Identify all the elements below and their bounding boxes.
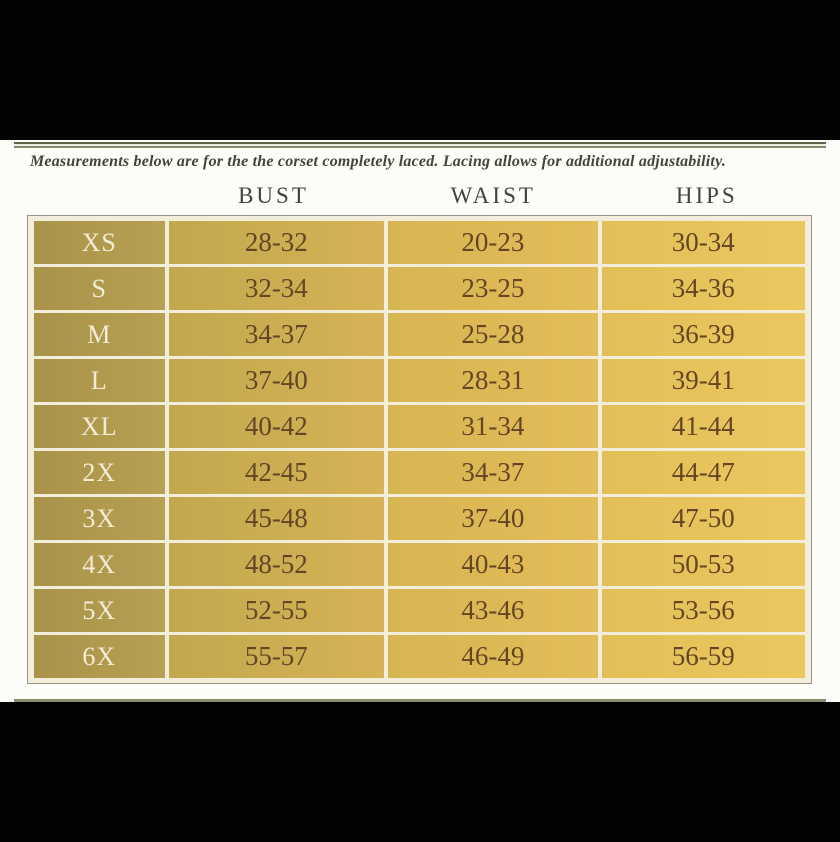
hips-cell: 44-47: [601, 451, 805, 494]
hips-cell: 34-36: [601, 267, 805, 310]
waist-cell: 37-40: [388, 497, 598, 540]
size-cell: 4X: [34, 543, 165, 586]
hips-cell: 56-59: [601, 635, 805, 678]
bottom-letterbox-bar: [0, 702, 840, 842]
waist-cell: 28-31: [388, 359, 598, 402]
waist-cell: 31-34: [388, 405, 598, 448]
table-row: 2X 42-45 34-37 44-47: [34, 451, 805, 494]
waist-cell: 34-37: [388, 451, 598, 494]
hips-cell: 50-53: [601, 543, 805, 586]
bust-cell: 52-55: [168, 589, 385, 632]
waist-cell: 23-25: [388, 267, 598, 310]
column-header-waist: WAIST: [450, 183, 536, 208]
chart-content-area: Measurements below are for the the corse…: [0, 140, 840, 702]
hips-cell: 41-44: [601, 405, 805, 448]
hips-cell: 47-50: [601, 497, 805, 540]
lacing-note: Measurements below are for the the corse…: [30, 153, 726, 170]
size-cell: M: [34, 313, 165, 356]
bust-cell: 55-57: [168, 635, 385, 678]
size-cell: 3X: [34, 497, 165, 540]
hips-cell: 39-41: [601, 359, 805, 402]
bust-cell: 37-40: [168, 359, 385, 402]
column-header-row: BUST WAIST HIPS: [27, 183, 812, 209]
bust-cell: 28-32: [168, 221, 385, 264]
hips-cell: 36-39: [601, 313, 805, 356]
waist-cell: 46-49: [388, 635, 598, 678]
size-cell: S: [34, 267, 165, 310]
size-cell: 5X: [34, 589, 165, 632]
waist-cell: 43-46: [388, 589, 598, 632]
size-chart-table: XS 28-32 20-23 30-34 S 32-34 23-25 34-36…: [30, 218, 809, 681]
bust-cell: 40-42: [168, 405, 385, 448]
hips-cell: 30-34: [601, 221, 805, 264]
table-row: 3X 45-48 37-40 47-50: [34, 497, 805, 540]
table-row: S 32-34 23-25 34-36: [34, 267, 805, 310]
waist-cell: 40-43: [388, 543, 598, 586]
table-row: M 34-37 25-28 36-39: [34, 313, 805, 356]
size-cell: 6X: [34, 635, 165, 678]
bottom-rule: [14, 699, 826, 702]
bust-cell: 34-37: [168, 313, 385, 356]
bust-cell: 32-34: [168, 267, 385, 310]
table-row: 5X 52-55 43-46 53-56: [34, 589, 805, 632]
size-cell: XS: [34, 221, 165, 264]
bust-cell: 48-52: [168, 543, 385, 586]
table-row: L 37-40 28-31 39-41: [34, 359, 805, 402]
waist-cell: 20-23: [388, 221, 598, 264]
size-cell: L: [34, 359, 165, 402]
bust-cell: 42-45: [168, 451, 385, 494]
column-header-bust: BUST: [238, 183, 309, 208]
table-row: 6X 55-57 46-49 56-59: [34, 635, 805, 678]
top-double-rule: [14, 142, 826, 148]
table-row: XS 28-32 20-23 30-34: [34, 221, 805, 264]
column-header-spacer: [27, 183, 162, 209]
table-row: XL 40-42 31-34 41-44: [34, 405, 805, 448]
size-cell: 2X: [34, 451, 165, 494]
waist-cell: 25-28: [388, 313, 598, 356]
size-cell: XL: [34, 405, 165, 448]
table-row: 4X 48-52 40-43 50-53: [34, 543, 805, 586]
size-chart-table-border: XS 28-32 20-23 30-34 S 32-34 23-25 34-36…: [27, 215, 812, 684]
top-letterbox-bar: [0, 0, 840, 140]
hips-cell: 53-56: [601, 589, 805, 632]
bust-cell: 45-48: [168, 497, 385, 540]
column-header-hips: HIPS: [675, 183, 738, 208]
